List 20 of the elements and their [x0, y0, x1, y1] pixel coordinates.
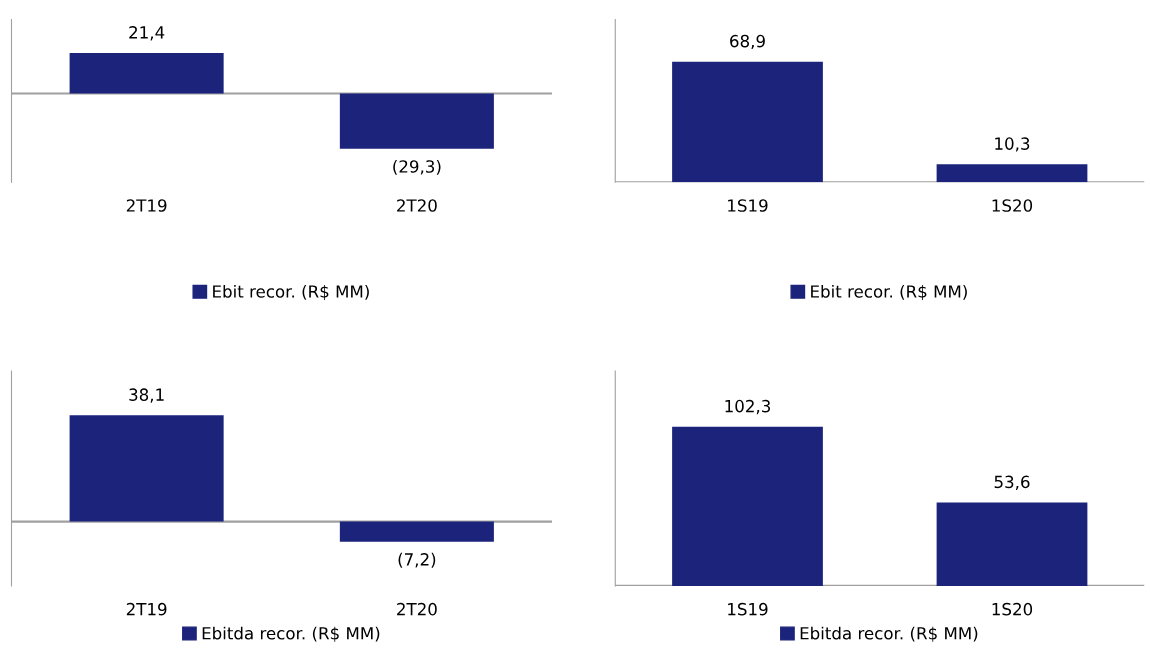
x-tick-label: 1S19	[728, 602, 768, 616]
legend-label: Ebit recor. (R$ MM)	[811, 284, 967, 300]
x-tick-label: 2T20	[397, 199, 437, 212]
x-tick-label: 2T19	[126, 602, 167, 616]
data-label: 53,6	[994, 475, 1030, 490]
x-tick-label: 1S20	[992, 602, 1033, 616]
data-label: 38,1	[129, 388, 164, 403]
data-label: 102,3	[725, 399, 771, 415]
data-label: 10,3	[995, 137, 1030, 152]
x-tick-label: 2T20	[397, 602, 437, 616]
legend-label: Ebitda recor. (R$ MM)	[202, 626, 380, 642]
data-label: (29,3)	[393, 159, 441, 175]
x-tick-label: 2T19	[126, 199, 167, 212]
data-label: 68,9	[730, 34, 765, 50]
x-tick-label: 1S19	[728, 199, 768, 212]
legend-label: Ebitda recor. (R$ MM)	[800, 626, 978, 642]
data-label: 21,4	[129, 26, 165, 41]
legend-label: Ebit recor. (R$ MM)	[213, 284, 369, 300]
x-tick-label: 1S20	[992, 199, 1033, 212]
data-label: (7,2)	[398, 552, 436, 568]
